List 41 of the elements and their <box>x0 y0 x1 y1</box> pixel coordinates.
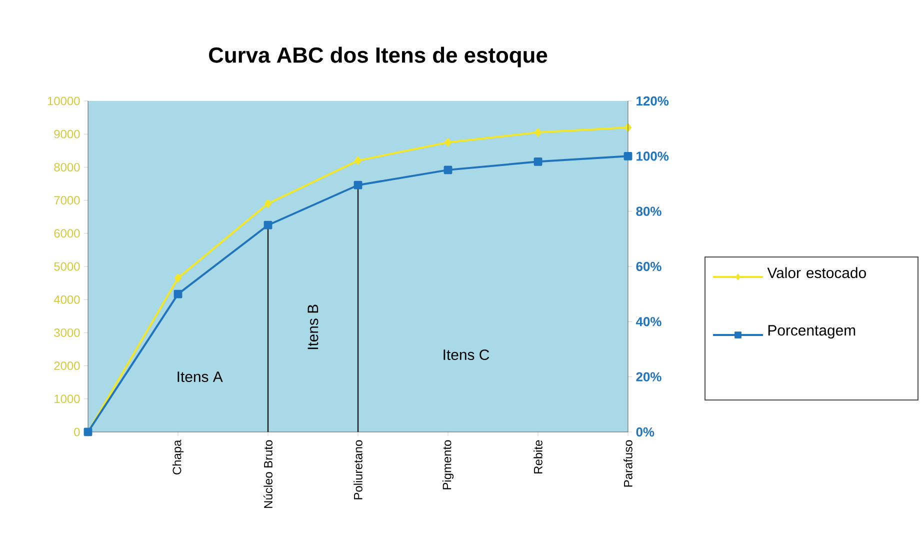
x-tick-label: Parafuso <box>624 440 632 487</box>
point <box>444 166 452 174</box>
point <box>624 152 632 160</box>
y-tick-label: 4000 <box>54 295 80 304</box>
point <box>174 290 182 298</box>
legend-label: Porcentagem <box>768 325 856 339</box>
x-tick-label: Poliuretano <box>354 440 362 500</box>
y2-tick-label: 80% <box>636 206 662 216</box>
annotation: Itens A <box>178 372 223 382</box>
y2-tick-label: 40% <box>636 317 662 326</box>
x-tick-label: Chapa <box>172 440 184 474</box>
y2-tick-label: 0% <box>636 427 654 437</box>
annotation: Itens C <box>444 349 490 360</box>
x-tick-label: Pigmento <box>442 440 454 490</box>
y-tick-label: 6000 <box>54 229 80 238</box>
x-tick-label: Núcleo Bruto <box>264 440 272 508</box>
y-tick-label: 10000 <box>48 96 80 106</box>
x-tick-label: Rebite <box>534 440 542 474</box>
y-tick-label: 2000 <box>54 362 80 370</box>
y2-tick-label: 60% <box>636 262 662 272</box>
y2-tick-label: 120% <box>636 96 669 106</box>
point <box>534 128 542 137</box>
y2-tick-label: 20% <box>636 372 662 382</box>
y-tick-label: 8000 <box>54 162 80 172</box>
y-tick-label: 1000 <box>54 394 80 404</box>
point <box>264 220 272 230</box>
point <box>264 199 272 208</box>
point <box>444 138 452 147</box>
point <box>354 156 362 165</box>
y-tick-label: 0 <box>74 428 80 436</box>
legend-label: Valor estocado <box>767 267 866 278</box>
point <box>534 157 542 166</box>
chart-title: Curva ABC dos Itens de estoque <box>209 46 548 68</box>
y-tick-label: 9000 <box>54 130 80 138</box>
annotation: Itens B <box>308 304 318 350</box>
y2-tick-label: 100% <box>636 152 669 161</box>
point <box>174 274 182 282</box>
y-tick-label: 3000 <box>54 328 80 337</box>
point <box>354 180 362 190</box>
y-tick-label: 7000 <box>54 196 80 205</box>
y-tick-label: 5000 <box>54 262 80 271</box>
